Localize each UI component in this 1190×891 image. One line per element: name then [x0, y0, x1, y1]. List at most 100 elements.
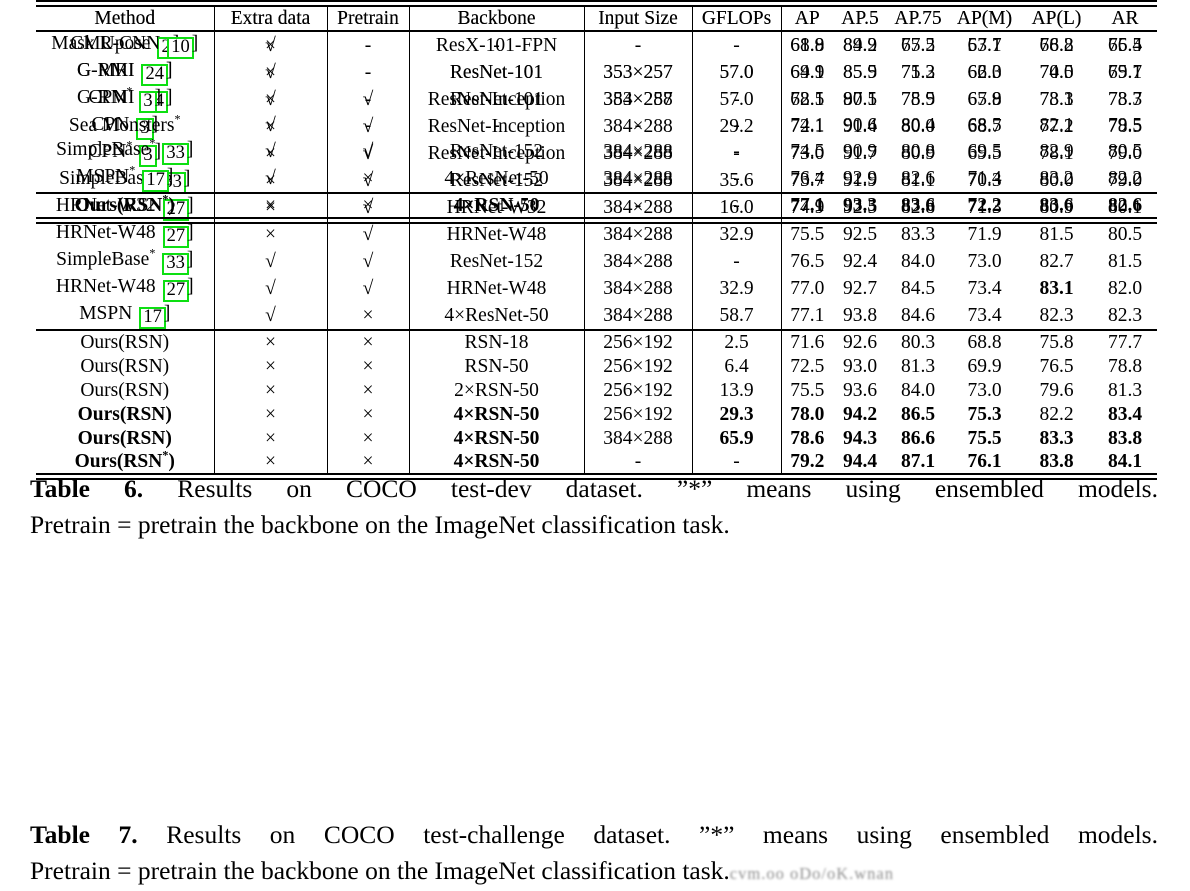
column-header: AP [781, 4, 833, 32]
ensemble-star: * [149, 138, 155, 151]
metric-cell: 93.6 [833, 378, 887, 402]
metric-cell: 73.4 [949, 275, 1020, 302]
citation-link[interactable]: 33 [162, 143, 189, 165]
metric-cell: 75.5 [949, 426, 1020, 450]
citation-bracket: ] [187, 222, 194, 243]
backbone-cell: HRNet-W48 [409, 275, 584, 302]
metric-cell: 68.5 [949, 113, 1020, 138]
gflops-cell: - [692, 165, 781, 193]
metric-cell: 74.5 [781, 138, 833, 165]
citation-link[interactable]: 10 [167, 37, 194, 59]
citation-link[interactable]: 17 [142, 170, 169, 192]
metric-cell: 76.5 [1020, 354, 1093, 378]
metric-cell: 80.5 [1093, 138, 1157, 165]
citation-link[interactable]: 33 [162, 253, 189, 275]
column-header: AP(M) [949, 4, 1020, 32]
gflops-cell: - [692, 248, 781, 275]
metric-cell: 81.5 [1020, 221, 1093, 248]
method-name: Ours(RSN*) [75, 195, 175, 216]
citation-link[interactable]: 27 [163, 226, 190, 248]
metric-cell: 92.5 [833, 221, 887, 248]
gflops-cell: - [692, 138, 781, 165]
method-name: SimpleBase* [56, 139, 155, 160]
metric-cell: 77.1 [781, 302, 833, 330]
extra-data-cell: × [214, 378, 327, 402]
metric-cell: 77.1 [781, 193, 833, 221]
metric-cell: 75.5 [781, 221, 833, 248]
input-size-cell: 256×192 [584, 402, 692, 426]
column-header: AR [1093, 4, 1157, 32]
method-cell: CPN*3] [36, 86, 214, 113]
method-name: MSPN [79, 303, 132, 324]
metric-cell: 80.4 [887, 113, 949, 138]
backbone-cell: ResNet-101 [409, 59, 584, 86]
method-name: Ours(RSN) [78, 404, 172, 425]
metric-cell: 82.2 [1020, 402, 1093, 426]
ensemble-star: * [129, 165, 135, 178]
metric-cell: 79.6 [1020, 378, 1093, 402]
ensemble-star: * [175, 113, 181, 127]
ensemble-star: * [149, 248, 155, 261]
caption-label: Table 7. [30, 820, 138, 849]
citation-bracket: ] [187, 139, 194, 160]
citation-link[interactable]: 27 [163, 280, 190, 302]
backbone-cell: - [409, 113, 584, 138]
method-cell: Ours(RSN*) [36, 193, 214, 221]
ensemble-star: * [162, 193, 168, 207]
metric-cell: 63.7 [949, 31, 1020, 59]
caption-line: Pretrain = pretrain the backbone on the … [30, 853, 1158, 891]
metric-cell: 76.5 [781, 248, 833, 275]
column-header: Extra data [214, 4, 327, 32]
input-size-cell: 384×288 [584, 86, 692, 113]
extra-data-cell: × [214, 193, 327, 221]
extra-data-cell: √ [214, 248, 327, 275]
method-name: Ours(RSN*) [75, 451, 175, 472]
citation-link[interactable]: 24 [141, 64, 168, 86]
pretrain-cell: √ [327, 86, 409, 113]
method-name: CPN* [88, 87, 132, 108]
input-size-cell: 353×257 [584, 59, 692, 86]
method-name: HRNet-W48 [56, 222, 156, 243]
metric-cell: 68.8 [949, 330, 1020, 354]
pretrain-cell: √ [327, 275, 409, 302]
metric-cell: 69.1 [781, 59, 833, 86]
extra-data-cell: √ [214, 31, 327, 59]
metric-cell: 82.6 [887, 165, 949, 193]
metric-cell: 73.0 [949, 248, 1020, 275]
column-header: GFLOPs [692, 4, 781, 32]
caption-text: Pretrain = pretrain the backbone on the … [30, 510, 730, 539]
metric-cell: 81.3 [1093, 378, 1157, 402]
metric-cell: 82.9 [1020, 138, 1093, 165]
citation-link[interactable]: 17 [139, 307, 166, 329]
metric-cell: 83.8 [1093, 426, 1157, 450]
citation-bracket: ] [155, 87, 162, 108]
pretrain-cell: √ [327, 248, 409, 275]
pretrain-cell: - [327, 113, 409, 138]
extra-data-cell: √ [214, 113, 327, 138]
metric-cell: 81.5 [1093, 248, 1157, 275]
backbone-cell: ResX-101-FPN [409, 31, 584, 59]
metric-cell: 72.5 [781, 354, 833, 378]
pretrain-cell: - [327, 31, 409, 59]
metric-cell: 75.5 [781, 378, 833, 402]
metric-cell: 82.1 [1020, 113, 1093, 138]
extra-data-cell: × [214, 354, 327, 378]
metric-cell: 75.2 [887, 59, 949, 86]
extra-data-cell: √ [214, 138, 327, 165]
method-name: Ours(RSN) [78, 428, 172, 449]
metric-cell: 75.3 [949, 402, 1020, 426]
metric-cell: 75.8 [1020, 330, 1093, 354]
metric-cell: 84.0 [887, 248, 949, 275]
method-name: SimpleBase* [56, 249, 155, 270]
metric-cell: 68.9 [781, 31, 833, 59]
metric-cell: 72.1 [781, 86, 833, 113]
method-cell: HRNet-W48 27] [36, 221, 214, 248]
method-name: Mask R-CNN [51, 33, 160, 54]
